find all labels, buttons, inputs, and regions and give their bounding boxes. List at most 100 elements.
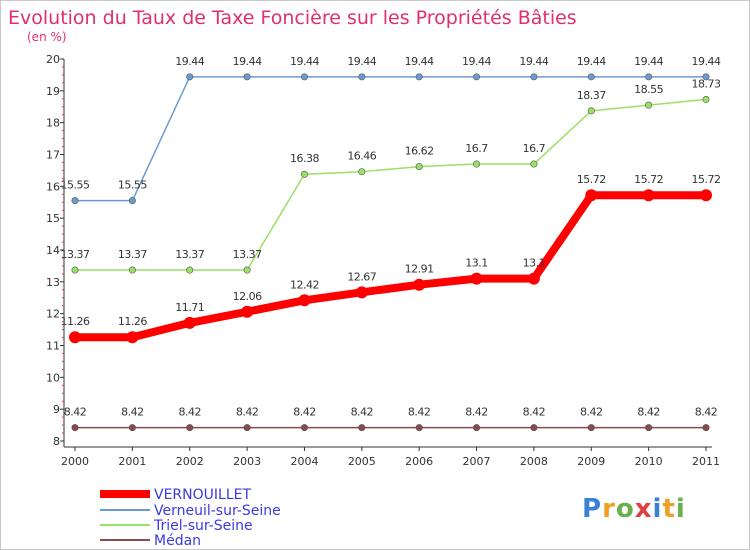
axes: 8 9 10 11 12 13 14 15 16 17 18 19 20 2000 2001 2002 2003… (46, 53, 720, 468)
series-line-triel-sur-seine (75, 98, 707, 271)
data-label-verneuil-sur-seine: 19.44 (347, 55, 376, 68)
data-label-vernouillet: 11.71 (175, 301, 204, 314)
data-label-verneuil-sur-seine: 19.44 (175, 55, 204, 68)
data-label-verneuil-sur-seine: 15.55 (118, 179, 147, 192)
data-point-m-dan (71, 424, 79, 432)
data-label-m-dan: 8.42 (637, 406, 660, 419)
data-point-m-dan (186, 424, 194, 432)
data-point-vernouillet (69, 331, 81, 344)
x-tick-label: 2008 (520, 455, 548, 468)
series-line-verneuil-sur-seine (75, 76, 706, 202)
data-point-vernouillet (700, 189, 712, 202)
data-label-m-dan: 8.42 (351, 406, 374, 419)
series-line-vernouillet (75, 191, 706, 342)
x-tick-label: 2011 (692, 455, 720, 468)
y-tick-label: 19 (46, 85, 60, 98)
data-point-verneuil-sur-seine (530, 73, 538, 81)
data-label-vernouillet: 12.67 (347, 270, 376, 283)
x-tick-label: 2010 (635, 455, 663, 468)
data-label-vernouillet: 12.06 (233, 290, 262, 303)
x-tick-label: 2004 (290, 455, 318, 468)
y-tick-label: 15 (46, 212, 60, 225)
data-point-m-dan (358, 424, 366, 432)
data-label-verneuil-sur-seine: 19.44 (577, 55, 606, 68)
data-point-triel-sur-seine (243, 266, 251, 274)
data-label-triel-sur-seine: 13.37 (233, 248, 262, 261)
data-label-verneuil-sur-seine: 19.44 (692, 55, 721, 68)
data-point-m-dan (300, 424, 308, 432)
x-tick-label: 2009 (577, 455, 605, 468)
x-tick-label: 2007 (463, 455, 491, 468)
data-label-triel-sur-seine: 16.38 (290, 152, 319, 165)
data-label-triel-sur-seine: 18.37 (577, 89, 606, 102)
data-point-vernouillet (298, 294, 311, 307)
data-label-m-dan: 8.42 (121, 406, 144, 419)
y-tick-label: 8 (53, 435, 60, 448)
data-label-verneuil-sur-seine: 19.44 (634, 55, 663, 68)
data-label-triel-sur-seine: 18.55 (634, 83, 663, 96)
data-label-vernouillet: 11.26 (61, 315, 90, 328)
data-point-m-dan (128, 424, 136, 432)
data-point-triel-sur-seine (702, 95, 710, 103)
data-label-m-dan: 8.42 (695, 406, 718, 419)
x-tick-label: 2000 (61, 455, 89, 468)
data-point-verneuil-sur-seine (186, 73, 194, 81)
data-point-m-dan (587, 424, 595, 432)
y-tick-label: 11 (46, 340, 60, 353)
data-point-vernouillet (527, 272, 540, 285)
logo-text: Proxiti (582, 494, 686, 524)
data-label-m-dan: 8.42 (178, 406, 201, 419)
data-label-vernouillet: 11.26 (118, 315, 147, 328)
data-point-vernouillet (585, 189, 598, 202)
data-point-verneuil-sur-seine (587, 73, 595, 81)
data-label-m-dan: 8.42 (64, 406, 87, 419)
data-point-verneuil-sur-seine (702, 73, 710, 81)
data-label-verneuil-sur-seine: 19.44 (462, 55, 491, 68)
data-label-triel-sur-seine: 13.37 (61, 248, 90, 261)
series-layer (69, 73, 712, 432)
y-tick-label: 10 (46, 371, 60, 384)
data-point-triel-sur-seine (71, 266, 79, 274)
y-tick-label: 14 (46, 244, 60, 257)
data-point-vernouillet (126, 331, 139, 344)
data-point-m-dan (473, 424, 481, 432)
data-label-vernouillet: 12.42 (290, 278, 319, 291)
data-point-triel-sur-seine (530, 160, 538, 168)
data-label-vernouillet: 15.72 (577, 173, 606, 186)
proxiti-logo: Proxiti (582, 494, 686, 524)
data-label-triel-sur-seine: 13.37 (175, 248, 204, 261)
data-point-triel-sur-seine (415, 163, 423, 171)
data-point-verneuil-sur-seine (300, 73, 308, 81)
data-label-triel-sur-seine: 16.46 (347, 150, 376, 163)
data-point-triel-sur-seine (128, 266, 136, 274)
data-point-verneuil-sur-seine (473, 73, 481, 81)
legend: VERNOUILLET Verneuil-sur-Seine Triel-sur… (100, 487, 281, 549)
data-label-triel-sur-seine: 16.7 (465, 142, 488, 155)
data-label-triel-sur-seine: 13.37 (118, 248, 147, 261)
y-tick-label: 9 (53, 403, 60, 416)
data-label-vernouillet: 12.91 (405, 263, 434, 276)
data-label-verneuil-sur-seine: 15.55 (61, 179, 90, 192)
y-tick-label: 12 (46, 308, 60, 321)
data-point-vernouillet (470, 272, 483, 285)
data-point-triel-sur-seine (186, 266, 194, 274)
data-point-m-dan (702, 424, 710, 432)
data-point-verneuil-sur-seine (645, 73, 653, 81)
data-point-verneuil-sur-seine (415, 73, 423, 81)
x-tick-label: 2003 (233, 455, 261, 468)
chart-subtitle: (en %) (27, 30, 67, 44)
data-label-verneuil-sur-seine: 19.44 (519, 55, 548, 68)
data-point-verneuil-sur-seine (243, 73, 251, 81)
x-tick-label: 2002 (176, 455, 204, 468)
data-label-verneuil-sur-seine: 19.44 (290, 55, 319, 68)
y-tick-label: 13 (46, 276, 60, 289)
y-tick-label: 17 (46, 149, 60, 162)
data-point-triel-sur-seine (300, 170, 308, 178)
data-point-vernouillet (183, 316, 196, 329)
data-point-m-dan (645, 424, 653, 432)
data-point-verneuil-sur-seine (71, 197, 79, 205)
data-point-verneuil-sur-seine (128, 197, 136, 205)
data-label-m-dan: 8.42 (523, 406, 546, 419)
